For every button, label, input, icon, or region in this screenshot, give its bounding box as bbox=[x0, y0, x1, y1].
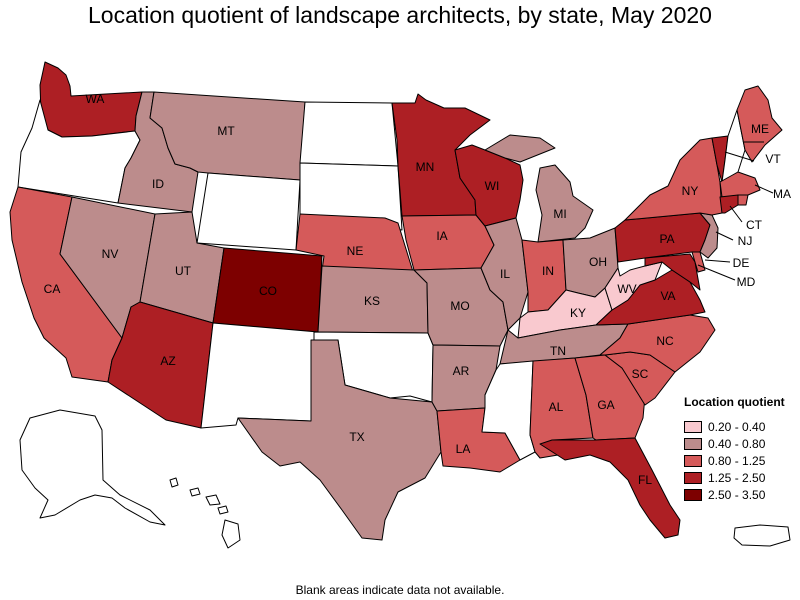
label-KS: KS bbox=[364, 294, 380, 308]
state-MN[interactable] bbox=[391, 93, 491, 217]
footnote: Blank areas indicate data not available. bbox=[295, 583, 505, 597]
label-AZ: AZ bbox=[160, 354, 175, 368]
label-LA: LA bbox=[456, 442, 471, 456]
legend-swatch bbox=[684, 455, 702, 467]
us-state-map: WA CA ID NV MT UT AZ CO NE KS TX MN IA M… bbox=[9, 61, 791, 549]
state-ND[interactable] bbox=[299, 101, 399, 167]
state-PR[interactable] bbox=[733, 524, 791, 547]
legend-item: 2.50 - 3.50 bbox=[684, 487, 794, 503]
label-PA: PA bbox=[659, 232, 674, 246]
label-WI: WI bbox=[485, 179, 500, 193]
state-MD[interactable] bbox=[644, 253, 701, 291]
legend-label: 0.20 - 0.40 bbox=[708, 420, 766, 434]
state-labels: WA CA ID NV MT UT AZ CO NE KS TX MN IA M… bbox=[44, 92, 791, 487]
label-NY: NY bbox=[682, 184, 699, 198]
state-IA[interactable] bbox=[401, 214, 495, 271]
legend-label: 2.50 - 3.50 bbox=[708, 488, 766, 502]
legend-swatch bbox=[684, 438, 702, 450]
legend-label: 0.80 - 1.25 bbox=[708, 454, 766, 468]
state-NM[interactable] bbox=[200, 322, 319, 429]
legend-swatch bbox=[684, 421, 702, 433]
label-VT: VT bbox=[765, 152, 781, 166]
label-WA: WA bbox=[86, 92, 105, 106]
state-NJ[interactable] bbox=[699, 212, 719, 259]
legend-label: 1.25 - 2.50 bbox=[708, 471, 766, 485]
label-UT: UT bbox=[175, 264, 192, 278]
state-AK[interactable] bbox=[19, 409, 166, 526]
state-NY[interactable] bbox=[624, 137, 723, 221]
legend-item: 0.40 - 0.80 bbox=[684, 436, 794, 452]
legend-item: 0.80 - 1.25 bbox=[684, 453, 794, 469]
label-WV: WV bbox=[617, 282, 636, 296]
label-MO: MO bbox=[450, 299, 469, 313]
label-ID: ID bbox=[152, 177, 164, 191]
label-FL: FL bbox=[638, 473, 652, 487]
label-MD: MD bbox=[737, 275, 756, 289]
legend-label: 0.40 - 0.80 bbox=[708, 437, 766, 451]
label-NC: NC bbox=[656, 334, 674, 348]
label-NV: NV bbox=[102, 247, 119, 261]
label-VA: VA bbox=[660, 289, 675, 303]
legend-swatch bbox=[684, 472, 702, 484]
legend-swatch bbox=[684, 489, 702, 501]
label-GA: GA bbox=[597, 398, 614, 412]
label-OH: OH bbox=[589, 255, 607, 269]
label-IA: IA bbox=[436, 229, 447, 243]
label-AL: AL bbox=[549, 400, 564, 414]
legend-item: 0.20 - 0.40 bbox=[684, 419, 794, 435]
label-ME: ME bbox=[751, 122, 769, 136]
state-WY[interactable] bbox=[196, 172, 301, 251]
legend-item: 1.25 - 2.50 bbox=[684, 470, 794, 486]
state-SD[interactable] bbox=[299, 162, 403, 231]
state-ME[interactable] bbox=[736, 85, 783, 163]
label-MN: MN bbox=[416, 160, 435, 174]
state-TX[interactable] bbox=[237, 339, 442, 541]
map-title: Location quotient of landscape architect… bbox=[88, 2, 712, 28]
label-IN: IN bbox=[542, 264, 554, 278]
label-KY: KY bbox=[570, 306, 586, 320]
legend-title: Location quotient bbox=[684, 395, 785, 409]
label-SC: SC bbox=[632, 367, 649, 381]
state-HI[interactable] bbox=[169, 477, 241, 549]
state-CT[interactable] bbox=[719, 194, 739, 214]
label-AR: AR bbox=[453, 364, 470, 378]
label-TX: TX bbox=[349, 430, 364, 444]
label-IL: IL bbox=[500, 267, 510, 281]
state-MI[interactable] bbox=[484, 134, 594, 243]
label-MT: MT bbox=[217, 124, 235, 138]
label-CO: CO bbox=[259, 284, 277, 298]
label-MI: MI bbox=[553, 207, 566, 221]
label-MA: MA bbox=[773, 187, 791, 201]
label-CT: CT bbox=[746, 218, 763, 232]
label-CA: CA bbox=[44, 282, 61, 296]
label-NE: NE bbox=[347, 244, 364, 258]
label-NJ: NJ bbox=[738, 234, 753, 248]
state-RI[interactable] bbox=[737, 194, 749, 206]
callout-lines bbox=[697, 141, 774, 281]
label-DE: DE bbox=[733, 256, 750, 270]
label-TN: TN bbox=[550, 344, 566, 358]
legend: Location quotient 0.20 - 0.40 0.40 - 0.8… bbox=[684, 395, 794, 504]
state-FL[interactable] bbox=[539, 437, 681, 539]
